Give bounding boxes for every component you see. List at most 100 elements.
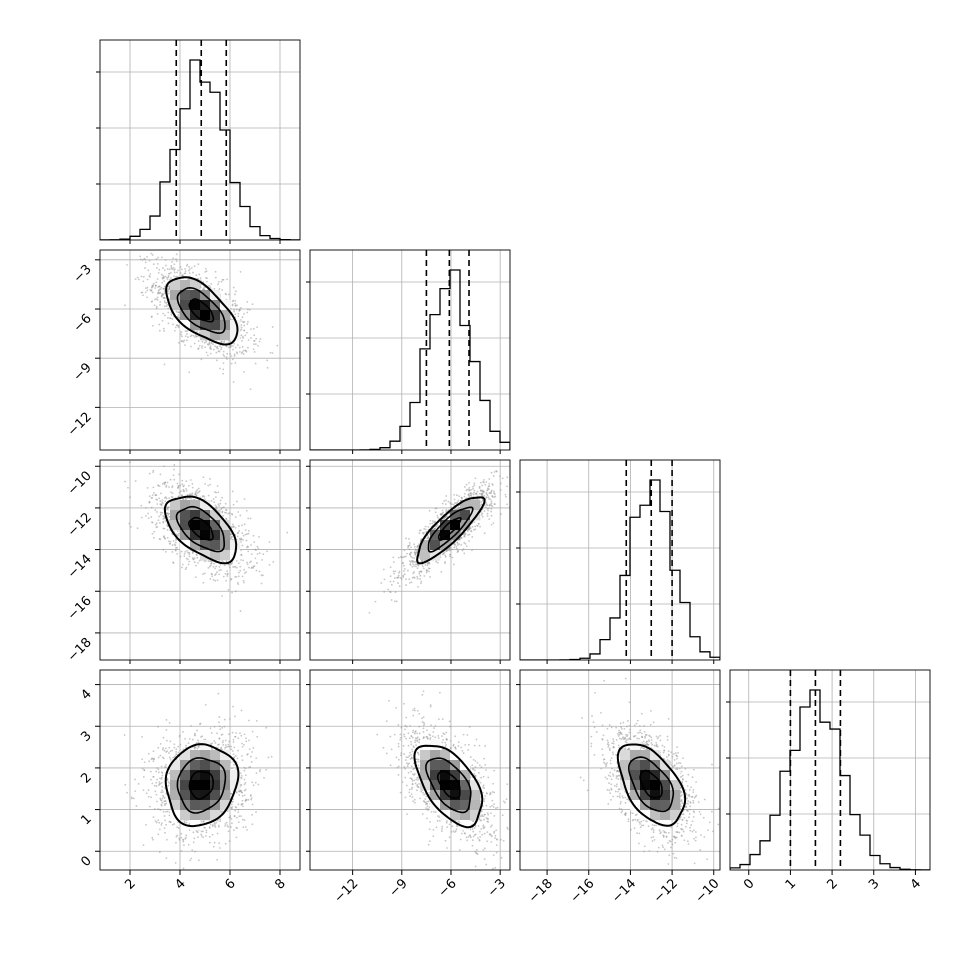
sample-point: [453, 498, 456, 501]
sample-point: [234, 527, 237, 529]
sample-point: [209, 478, 212, 480]
sample-point: [221, 595, 223, 597]
sample-point: [224, 572, 227, 575]
sample-point: [412, 572, 415, 575]
sample-point: [157, 271, 160, 274]
sample-point: [231, 303, 234, 306]
sample-point: [418, 532, 421, 534]
sample-point: [399, 576, 402, 579]
sample-point: [382, 568, 385, 571]
sample-point: [429, 522, 432, 525]
sample-point: [229, 340, 232, 343]
sample-point: [139, 258, 142, 261]
sample-point: [485, 491, 488, 494]
sample-point: [408, 548, 411, 551]
sample-point: [246, 311, 249, 314]
sample-point: [486, 515, 489, 517]
sample-point: [499, 475, 501, 478]
sample-point: [165, 305, 168, 308]
sample-point: [439, 513, 442, 516]
sample-point: [490, 471, 493, 474]
sample-point: [256, 545, 259, 548]
sample-point: [183, 552, 186, 555]
sample-point: [190, 857, 193, 860]
sample-point: [225, 293, 228, 296]
sample-point: [243, 324, 246, 327]
sample-point: [255, 569, 258, 572]
sample-point: [485, 496, 488, 499]
sample-point: [250, 797, 253, 799]
sample-point: [177, 314, 180, 316]
sample-point: [155, 498, 157, 501]
sample-point: [468, 533, 471, 536]
sample-point: [159, 538, 162, 541]
density-cell: [170, 520, 181, 531]
sample-point: [479, 481, 482, 484]
sample-point: [209, 564, 212, 567]
sample-point: [185, 489, 188, 492]
sample-point: [151, 494, 154, 496]
sample-point: [489, 503, 492, 506]
sample-point: [183, 555, 186, 558]
sample-point: [150, 497, 153, 499]
sample-point: [427, 567, 430, 570]
sample-point: [173, 468, 175, 471]
sample-point: [166, 276, 168, 279]
sample-point: [220, 348, 222, 351]
sample-point: [150, 516, 153, 518]
sample-point: [168, 497, 170, 499]
sample-point: [271, 352, 274, 354]
sample-point: [456, 508, 459, 511]
sample-point: [165, 264, 167, 267]
sample-point: [413, 543, 416, 546]
sample-point: [163, 797, 166, 799]
sample-point: [162, 747, 165, 749]
density-cell: [210, 320, 221, 331]
sample-point: [173, 543, 176, 546]
sample-point: [188, 551, 191, 554]
sample-point: [402, 574, 405, 577]
sample-point: [184, 267, 186, 270]
sample-point: [243, 498, 246, 500]
sample-point: [470, 488, 473, 491]
sample-point: [216, 579, 219, 582]
sample-point: [155, 770, 158, 773]
sample-point: [460, 544, 463, 546]
sample-point: [184, 551, 187, 553]
sample-point: [209, 347, 212, 349]
sample-point: [266, 550, 268, 553]
sample-point: [207, 484, 210, 487]
sample-point: [189, 335, 192, 338]
sample-point: [474, 492, 477, 495]
sample-point: [176, 482, 179, 485]
sample-point: [168, 268, 171, 271]
density-cell: [220, 520, 231, 531]
sample-point: [245, 571, 248, 573]
sample-point: [258, 770, 261, 773]
sample-point: [233, 353, 236, 356]
sample-point: [162, 548, 165, 551]
sample-point: [501, 477, 504, 480]
sample-point: [230, 355, 233, 357]
sample-point: [153, 784, 156, 787]
sample-point: [239, 514, 242, 517]
sample-point: [248, 739, 250, 742]
sample-point: [225, 511, 227, 514]
sample-point: [413, 557, 416, 560]
sample-point: [387, 588, 390, 591]
density-cell: [220, 330, 231, 341]
sample-point: [190, 345, 192, 348]
sample-point: [243, 523, 246, 526]
sample-point: [469, 527, 472, 529]
sample-point: [452, 563, 455, 566]
sample-point: [241, 759, 244, 762]
sample-point: [223, 355, 226, 358]
sample-point: [145, 287, 147, 290]
sample-point: [256, 553, 259, 555]
sample-point: [237, 525, 240, 527]
sample-point: [252, 327, 255, 330]
sample-point: [175, 310, 178, 313]
sample-point: [198, 344, 201, 347]
sample-point: [177, 269, 180, 272]
sample-point: [163, 537, 166, 539]
